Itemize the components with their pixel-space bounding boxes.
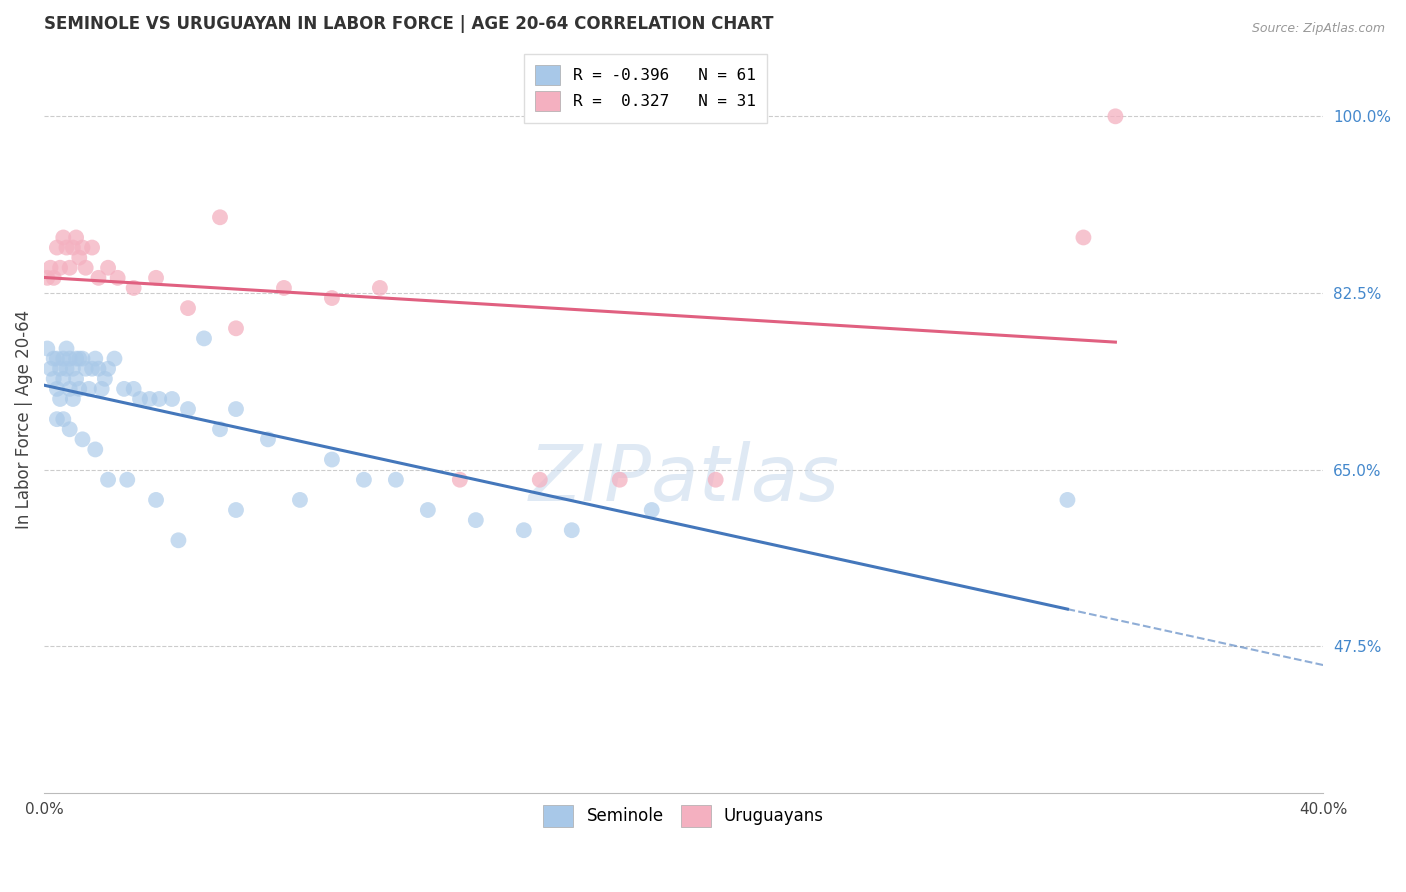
Point [129,392,152,406]
Point [704,473,727,487]
Point [321,452,343,467]
Point [103,351,125,366]
Point [80,241,103,255]
Text: Source: ZipAtlas.com: Source: ZipAtlas.com [1251,22,1385,36]
Point [80,361,103,376]
Point [167,533,190,548]
Point [641,503,664,517]
Point [138,392,160,406]
Point [225,402,247,417]
Point [112,382,135,396]
Point [45,382,67,396]
Point [65,351,87,366]
Point [368,281,391,295]
Point [72,351,94,366]
Point [65,230,87,244]
Point [45,412,67,426]
Point [122,382,145,396]
Point [94,372,117,386]
Point [1056,492,1078,507]
Point [52,412,75,426]
Point [72,433,94,447]
Point [177,301,200,315]
Point [177,402,200,417]
Point [39,361,62,376]
Point [257,433,280,447]
Point [160,392,183,406]
Point [42,372,65,386]
Point [97,361,120,376]
Point [37,270,59,285]
Point [529,473,551,487]
Point [193,331,215,345]
Point [39,260,62,275]
Point [75,260,97,275]
Point [353,473,375,487]
Point [225,321,247,335]
Point [464,513,486,527]
Point [62,392,84,406]
Point [59,351,82,366]
Point [1073,230,1095,244]
Point [1104,109,1126,123]
Point [90,382,112,396]
Point [67,382,90,396]
Point [52,230,75,244]
Point [55,342,77,356]
Point [49,392,72,406]
Point [273,281,295,295]
Point [145,270,167,285]
Point [77,382,100,396]
Legend: Seminole, Uruguayans: Seminole, Uruguayans [533,795,834,837]
Point [87,361,110,376]
Point [55,361,77,376]
Point [67,351,90,366]
Point [107,270,129,285]
Y-axis label: In Labor Force | Age 20-64: In Labor Force | Age 20-64 [15,310,32,529]
Point [145,492,167,507]
Point [75,361,97,376]
Point [49,260,72,275]
Point [513,523,536,537]
Point [208,422,231,436]
Point [55,241,77,255]
Point [72,241,94,255]
Point [62,241,84,255]
Point [37,342,59,356]
Point [208,211,231,225]
Point [385,473,408,487]
Text: SEMINOLE VS URUGUAYAN IN LABOR FORCE | AGE 20-64 CORRELATION CHART: SEMINOLE VS URUGUAYAN IN LABOR FORCE | A… [44,15,773,33]
Point [62,361,84,376]
Point [449,473,471,487]
Point [288,492,311,507]
Point [42,351,65,366]
Point [45,351,67,366]
Point [84,442,107,457]
Point [148,392,170,406]
Text: ZIPatlas: ZIPatlas [529,441,839,517]
Point [52,372,75,386]
Point [122,281,145,295]
Point [321,291,343,305]
Point [97,473,120,487]
Point [42,270,65,285]
Point [59,260,82,275]
Point [561,523,583,537]
Point [87,270,110,285]
Point [67,251,90,265]
Point [117,473,139,487]
Point [225,503,247,517]
Point [49,361,72,376]
Point [45,241,67,255]
Point [59,382,82,396]
Point [84,351,107,366]
Point [52,351,75,366]
Point [59,422,82,436]
Point [97,260,120,275]
Point [416,503,439,517]
Point [609,473,631,487]
Point [65,372,87,386]
